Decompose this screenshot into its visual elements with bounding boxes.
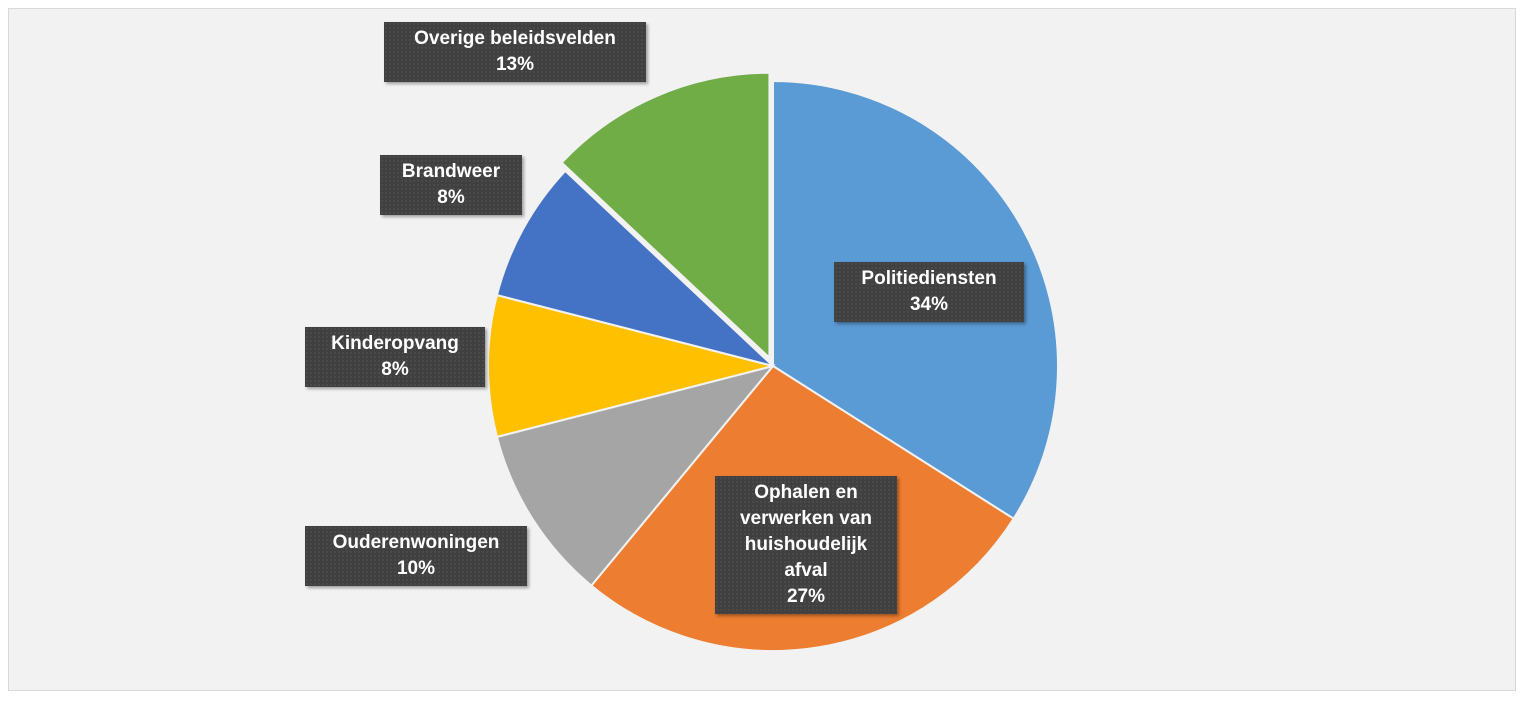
value-label: 10%: [396, 558, 436, 579]
data-label: Overige beleidsvelden 13%: [384, 22, 646, 82]
category-name: Overige beleidsvelden: [414, 28, 616, 49]
category-name: Kinderopvang: [331, 333, 459, 354]
value-label: 27%: [786, 586, 826, 607]
data-label: Ophalen en verwerken van huishoudelijk a…: [715, 476, 897, 614]
value-label: 8%: [381, 359, 409, 380]
data-label: Ouderenwoningen 10%: [305, 526, 527, 586]
pie-slice: [495, 169, 774, 367]
category-name: Politiediensten: [861, 268, 997, 289]
data-label: Kinderopvang 8%: [305, 327, 485, 387]
value-label: 8%: [437, 187, 465, 208]
value-label: 34%: [909, 294, 949, 315]
category-name: Ophalen en verwerken van huishoudelijk a…: [739, 482, 873, 581]
pie-slice: [487, 293, 774, 439]
category-name: Brandweer: [401, 161, 501, 182]
pie-slice: [495, 364, 776, 588]
pie-slice: [560, 71, 771, 361]
value-label: 13%: [495, 54, 535, 75]
data-label: Brandweer 8%: [380, 155, 522, 215]
data-label: Politiediensten 34%: [834, 262, 1024, 322]
category-name: Ouderenwoningen: [332, 532, 500, 553]
